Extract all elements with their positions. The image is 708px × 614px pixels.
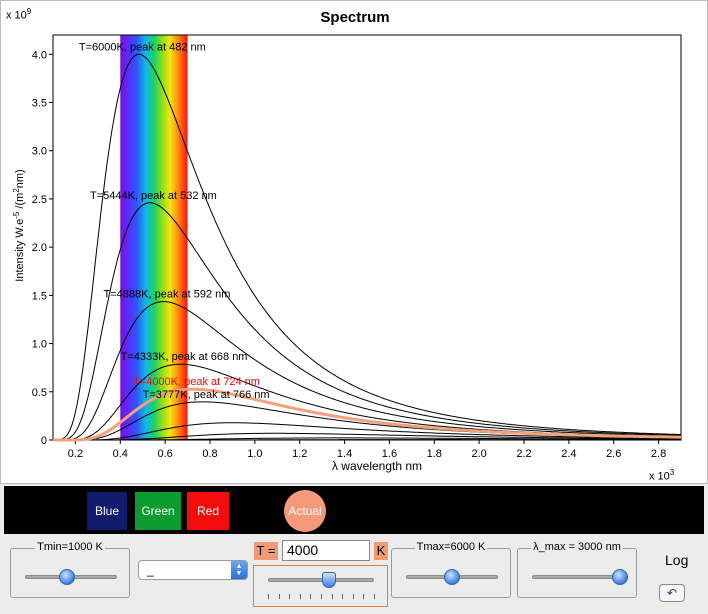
peak-annotation: T=3777K, peak at 766 nm bbox=[143, 389, 270, 401]
dropdown-value: _ bbox=[147, 563, 154, 577]
slider-tick bbox=[321, 594, 322, 599]
spectrum-plot-panel: 0.2 0.4 0.6 0.8 1.0 1.2 1.4 1.6 1.8 2.0 2.2 2.4 2.6 2… bbox=[0, 0, 708, 484]
temperature-input[interactable]: 4000 bbox=[282, 540, 370, 561]
y-tick-label: 3.5 bbox=[32, 98, 47, 110]
lambda-max-slider-track[interactable] bbox=[532, 575, 624, 579]
temperature-curve bbox=[53, 202, 682, 441]
slider-tick bbox=[268, 594, 269, 599]
x-tick-label: 1.0 bbox=[247, 448, 262, 460]
temperature-slider-box bbox=[253, 565, 388, 607]
y-tick-label: 1.0 bbox=[32, 339, 47, 351]
temperature-curve bbox=[53, 422, 681, 441]
y-axis-label: Intensity W.e-5 /(m2nm) bbox=[12, 169, 27, 281]
slider-tick bbox=[374, 594, 375, 599]
slider-tick bbox=[363, 594, 365, 599]
slider-tick bbox=[342, 594, 344, 599]
peak-annotation: T=5444K, peak at 532 nm bbox=[90, 190, 217, 202]
x-tick-label: 0.2 bbox=[68, 448, 83, 460]
dropdown-arrows-icon[interactable]: ▲ ▼ bbox=[231, 561, 247, 579]
peak-annotation: T=4888K, peak at 592 nm bbox=[104, 289, 231, 301]
slider-tick bbox=[331, 594, 333, 599]
y-tick-label: 3.0 bbox=[32, 146, 47, 158]
x-tick-label: 2.0 bbox=[471, 448, 486, 460]
t-label: T = bbox=[254, 542, 278, 560]
x-axis-label: λ wavelength nm bbox=[332, 459, 422, 473]
x-tick-label: 2.4 bbox=[561, 448, 576, 460]
color-swatch-strip: Blue Green Red Actual bbox=[4, 486, 704, 534]
peak-annotation: T=4000K, peak at 724 nm bbox=[133, 376, 260, 388]
log-label[interactable]: Log bbox=[665, 552, 689, 568]
y-tick-label: 4.0 bbox=[32, 49, 47, 61]
red-swatch: Red bbox=[187, 492, 229, 530]
x-tick-label: 2.6 bbox=[606, 448, 621, 460]
slider-tick bbox=[310, 594, 312, 599]
lambda-max-slider-knob[interactable] bbox=[612, 569, 628, 585]
spectrum-plot: 0.2 0.4 0.6 0.8 1.0 1.2 1.4 1.6 1.8 2.0 2.2 2.4 2.6 2… bbox=[12, 34, 682, 473]
visible-spectrum-band bbox=[120, 35, 188, 440]
y-tick-label: 2.5 bbox=[32, 194, 47, 206]
y-tick-label: 2.0 bbox=[32, 242, 47, 254]
temperature-curve bbox=[53, 53, 681, 441]
temperature-slider-knob[interactable] bbox=[322, 572, 336, 588]
temperature-curve bbox=[53, 432, 681, 441]
peak-annotation: T=4333K, peak at 668 nm bbox=[121, 351, 248, 363]
y-tick-label: 1.5 bbox=[32, 290, 47, 302]
x-tick-label: 2.2 bbox=[516, 448, 531, 460]
temperature-curve bbox=[53, 301, 681, 441]
control-panel: Tmin=1000 K _ ▲ ▼ T = 4000 K Tmax=6000 K … bbox=[0, 536, 708, 614]
mode-dropdown[interactable]: _ ▲ ▼ bbox=[138, 560, 248, 580]
x-tick-label: 1.2 bbox=[292, 448, 307, 460]
green-swatch: Green bbox=[135, 492, 181, 530]
tmin-label: Tmin=1000 K bbox=[35, 541, 105, 553]
lambda-max-label: λ_max = 3000 nm bbox=[531, 541, 623, 553]
slider-tick bbox=[278, 594, 280, 599]
plot-title: Spectrum bbox=[320, 9, 390, 26]
tmax-group: Tmax=6000 K bbox=[391, 541, 511, 598]
temperature-slider-track[interactable] bbox=[268, 578, 374, 582]
tmin-slider-knob[interactable] bbox=[59, 569, 75, 585]
peak-annotation: T=6000K, peak at 482 nm bbox=[79, 41, 206, 53]
actual-temperature-curve bbox=[53, 387, 681, 442]
x-tick-label: 0.4 bbox=[113, 448, 128, 460]
slider-tick bbox=[352, 594, 354, 599]
x-tick-label: 2.8 bbox=[651, 448, 666, 460]
x-tick-label: 0.6 bbox=[157, 448, 172, 460]
actual-color-swatch: Actual bbox=[284, 490, 326, 532]
x-exponent: x 103 bbox=[649, 468, 675, 483]
y-tick-label: 0.5 bbox=[32, 387, 47, 399]
x-tick-label: 1.8 bbox=[427, 448, 442, 460]
blue-swatch: Blue bbox=[87, 492, 127, 530]
y-exponent: x 109 bbox=[6, 7, 32, 22]
tmax-label: Tmax=6000 K bbox=[414, 541, 488, 553]
slider-tick bbox=[299, 594, 301, 599]
tmax-slider-knob[interactable] bbox=[444, 569, 460, 585]
y-tick-label: 0 bbox=[41, 435, 47, 447]
x-tick-label: 0.8 bbox=[202, 448, 217, 460]
k-label: K bbox=[374, 542, 388, 560]
undo-arrow-icon[interactable]: ↶ bbox=[659, 584, 685, 602]
x-tick-label: 1.4 bbox=[337, 448, 352, 460]
tmin-group: Tmin=1000 K bbox=[10, 541, 130, 598]
slider-tick bbox=[289, 594, 291, 599]
lambda-max-group: λ_max = 3000 nm bbox=[517, 541, 637, 598]
x-tick-label: 1.6 bbox=[382, 448, 397, 460]
